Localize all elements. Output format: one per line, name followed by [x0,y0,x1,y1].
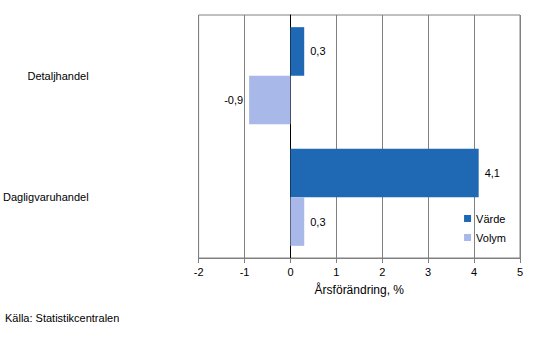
svg-text:4: 4 [471,266,477,278]
svg-text:2: 2 [379,266,385,278]
svg-text:Dagligvaruhandel: Dagligvaruhandel [3,191,89,203]
svg-text:4,1: 4,1 [485,167,500,179]
svg-text:0: 0 [287,266,293,278]
svg-text:1: 1 [333,266,339,278]
svg-text:-1: -1 [240,266,250,278]
svg-text:-0,9: -0,9 [224,94,243,106]
svg-text:0,3: 0,3 [310,45,325,57]
svg-text:Källa: Statistikcentralen: Källa: Statistikcentralen [5,312,119,324]
svg-text:3: 3 [425,266,431,278]
svg-text:Årsförändring, %: Årsförändring, % [315,282,405,297]
svg-text:0,3: 0,3 [310,216,325,228]
svg-text:Volym: Volym [476,232,506,244]
svg-text:Detaljhandel: Detaljhandel [27,70,88,82]
svg-text:5: 5 [517,266,523,278]
svg-text:Värde: Värde [476,213,505,225]
svg-text:-2: -2 [194,266,204,278]
